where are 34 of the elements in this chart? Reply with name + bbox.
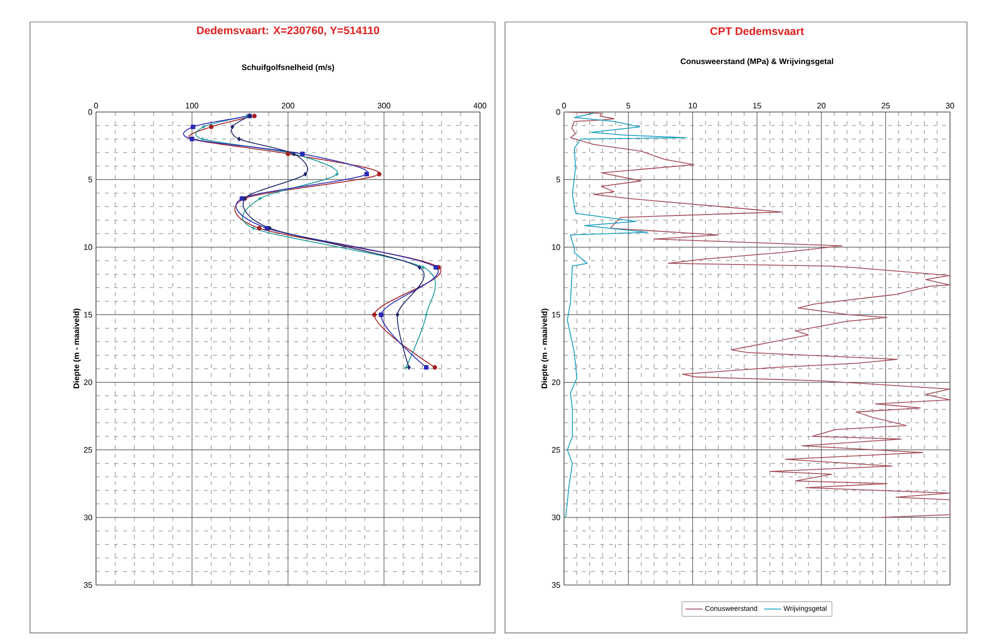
x-tick-label: 25 [882, 102, 890, 108]
x-tick-label: 0 [94, 102, 98, 108]
y-tick-label: 35 [84, 582, 92, 588]
y-tick-label: 10 [552, 244, 560, 250]
y-tick-label: 15 [552, 312, 560, 318]
y-tick-label: 0 [556, 109, 560, 115]
x-tick-label: 0 [562, 102, 566, 108]
y-tick-label: 10 [84, 244, 92, 250]
x-tick-label: 400 [474, 102, 486, 108]
x-tick-label: 10 [688, 102, 697, 108]
x-tick-label: 15 [753, 102, 762, 108]
y-tick-label: 20 [552, 379, 560, 386]
y-tick-label: 30 [552, 514, 560, 520]
y-tick-label: 20 [84, 379, 92, 386]
y-axis-title: Diepte (m - maaiveld) [73, 308, 81, 388]
x-axis-title: Conusweerstand (MPa) & Wrijvingsgetal [680, 58, 834, 66]
x-tick-label: 20 [817, 102, 826, 108]
x-tick-label: 30 [946, 102, 954, 108]
y-tick-label: 30 [84, 514, 92, 520]
x-tick-label: 5 [626, 102, 630, 108]
y-tick-label: 0 [88, 109, 92, 115]
chart-title: Dedemsvaart: X=230760, Y=514110 [197, 26, 380, 36]
x-tick-label: 100 [186, 102, 198, 108]
y-tick-label: 35 [552, 582, 560, 588]
y-tick-label: 5 [88, 176, 92, 182]
x-axis-title: Schuifgolfsnelheid (m/s) [242, 64, 334, 72]
y-tick-label: 5 [556, 176, 560, 182]
chart-title: CPT Dedemsvaart [710, 26, 804, 36]
y-tick-label: 15 [84, 312, 92, 318]
y-axis-title: Diepte (m - maaiveld) [541, 308, 549, 388]
y-tick-label: 25 [84, 447, 92, 453]
x-tick-label: 200 [282, 102, 294, 108]
x-tick-label: 300 [378, 102, 390, 108]
y-tick-label: 25 [552, 447, 560, 453]
